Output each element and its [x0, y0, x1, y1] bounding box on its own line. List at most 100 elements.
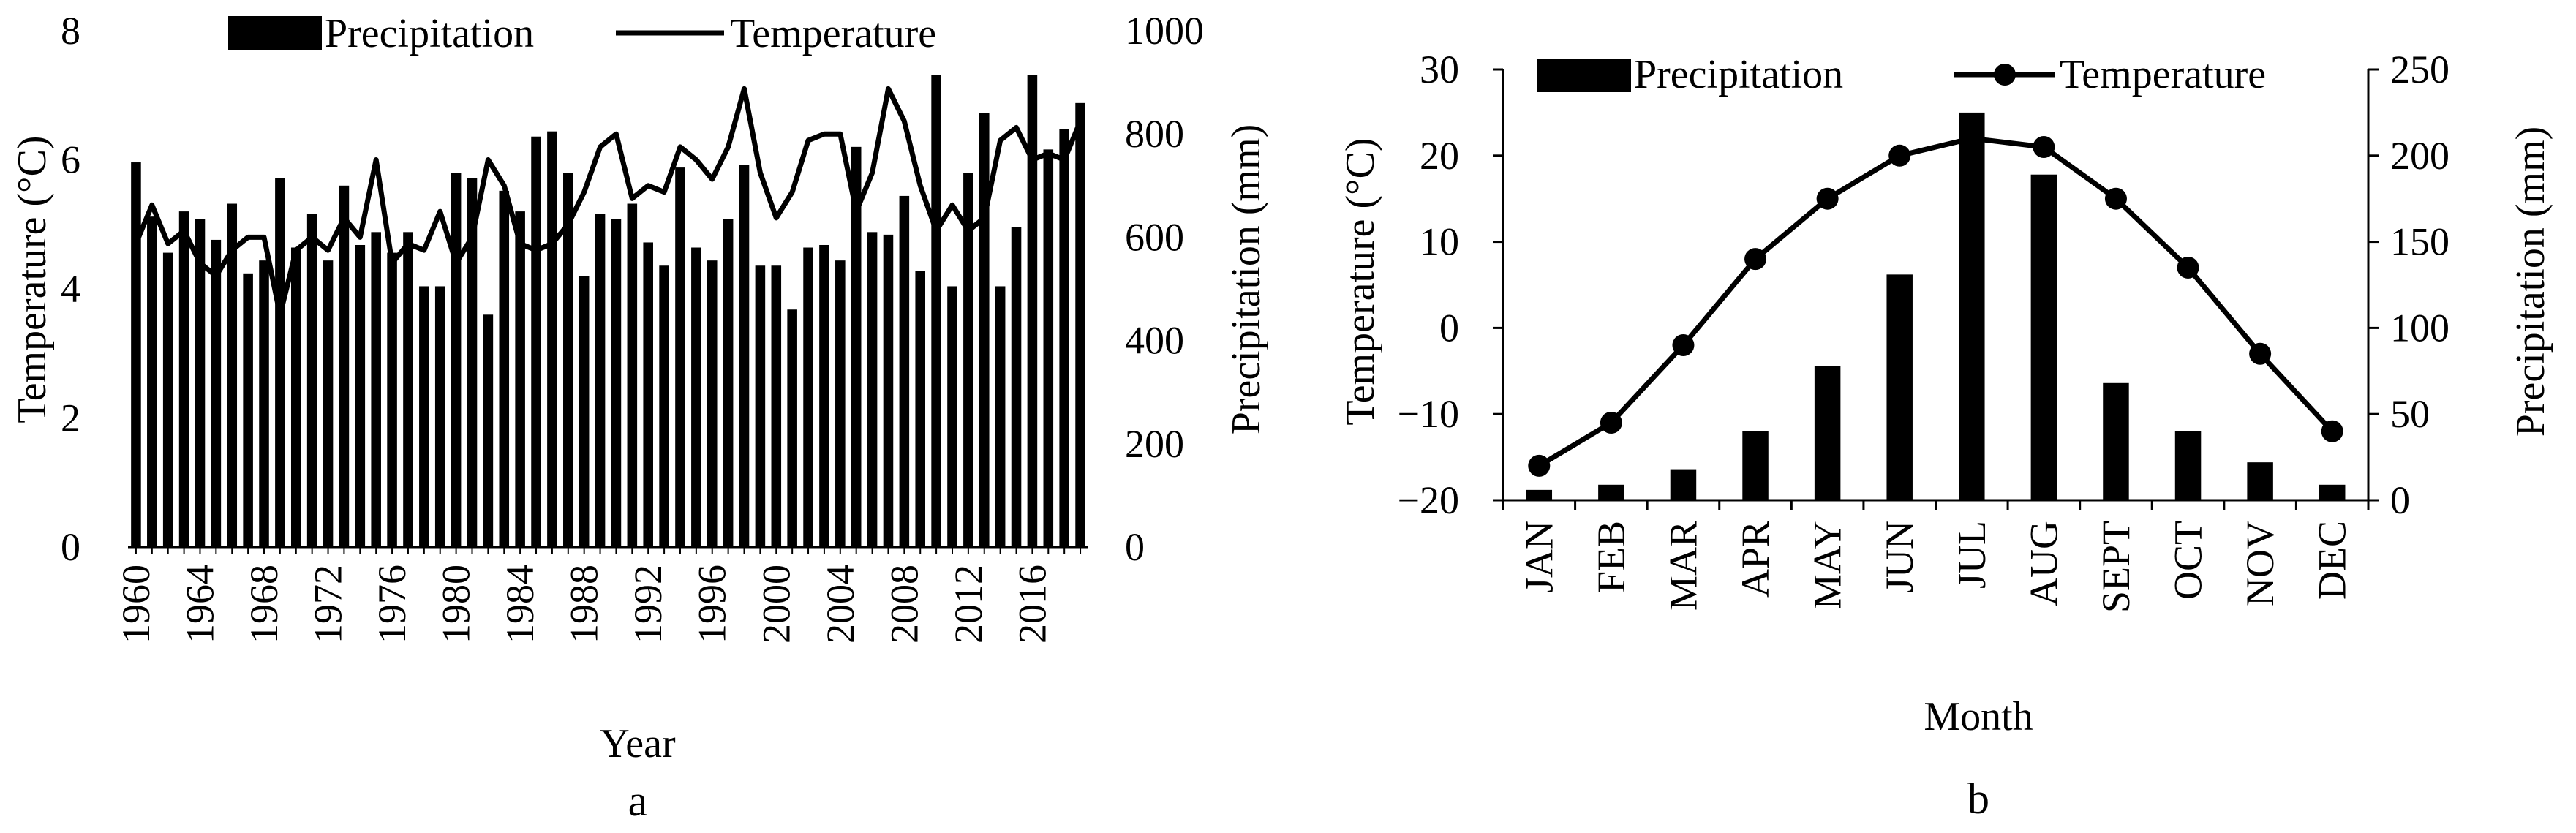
chart-a-bar-1974 — [355, 244, 366, 547]
chart-b-y-axis-left-label: Temperature (°C) — [1338, 137, 1383, 425]
chart-b-bar-apr — [1742, 431, 1769, 500]
chart-a-bar-1993 — [659, 265, 669, 547]
chart-a-right-tick-label: 800 — [1125, 112, 1184, 156]
chart-a-bar-1998 — [739, 165, 750, 547]
chart-a-bar-1966 — [227, 203, 238, 547]
chart-b-x-tick-label: JUL — [1950, 521, 1994, 589]
chart-a-bar-2005 — [851, 146, 862, 548]
chart-a-bar-1961 — [147, 216, 157, 547]
chart-b: Precipitation Temperature −20−100102030 … — [1338, 48, 2553, 823]
chart-b-right-tick-label: 150 — [2390, 220, 2449, 264]
chart-a-bar-1991 — [627, 203, 638, 547]
chart-b-bar-feb — [1598, 484, 1624, 500]
chart-b-right-tick-label: 100 — [2390, 306, 2449, 350]
chart-b-left-tick-label: 0 — [1439, 306, 1459, 350]
chart-a-bar-1970 — [290, 247, 301, 547]
chart-a-bar-1978 — [419, 286, 429, 547]
chart-a-bar-1983 — [499, 190, 510, 547]
chart-a-right-tick-label: 400 — [1125, 319, 1184, 363]
chart-a-bar-2015 — [1011, 227, 1022, 547]
chart-a-bar-1999 — [755, 265, 766, 547]
chart-b-temperature-markers — [1528, 127, 2343, 477]
chart-a-bar-1973 — [339, 185, 350, 548]
chart-a-bar-2017 — [1043, 149, 1054, 547]
chart-a-x-tick-label: 2008 — [882, 565, 926, 644]
chart-a-bar-1980 — [451, 173, 462, 547]
chart-a-bar-1975 — [371, 232, 381, 547]
chart-a-bar-2009 — [915, 271, 926, 547]
chart-a-y-axis-left-label: Temperature (°C) — [10, 135, 55, 423]
chart-a-bar-2007 — [883, 234, 894, 547]
chart-a-left-tick-label: 6 — [61, 138, 80, 182]
chart-b-point-mar — [1672, 333, 1695, 356]
chart-b-legend-temperature-marker — [1994, 64, 2016, 86]
chart-b-x-tick-label: FEB — [1589, 521, 1633, 593]
chart-a-bar-2004 — [835, 260, 846, 547]
chart-b-point-feb — [1600, 411, 1622, 434]
chart-a-x-tick-label: 1968 — [242, 565, 286, 644]
chart-a-bar-1977 — [403, 232, 413, 547]
chart-b-bar-sept — [2103, 382, 2129, 500]
chart-a-bar-1990 — [611, 219, 622, 547]
chart-a-bar-1994 — [675, 167, 685, 548]
chart-a-bar-2011 — [947, 286, 957, 547]
chart-b-y-axis-right-label: Precipitation (mm) — [2508, 127, 2553, 437]
chart-b-precipitation-bars — [1526, 112, 2346, 500]
chart-a-legend-temperature-label: Temperature — [730, 11, 936, 56]
chart-a-x-tick-labels: 1960 1964 1968 1972 1976 1980 1984 1988 1992 1996… — [114, 565, 1054, 644]
chart-b-right-tick-label: 0 — [2390, 478, 2410, 522]
chart-a-bar-2019 — [1075, 102, 1085, 548]
chart-a-x-tick-label: 2012 — [946, 565, 990, 644]
chart-b-point-jul — [1960, 127, 1983, 150]
chart-b-legend-temperature-label: Temperature — [2060, 52, 2266, 97]
chart-b-point-sept — [2104, 187, 2127, 210]
chart-a-bar-1987 — [563, 173, 573, 547]
chart-b-x-tick-label: JUN — [1878, 521, 1921, 593]
chart-a-x-tick-label: 2016 — [1010, 565, 1054, 644]
chart-b-bar-oct — [2174, 431, 2202, 500]
chart-b-left-tick-label: 10 — [1420, 220, 1459, 264]
chart-a-legend-precipitation-label: Precipitation — [325, 11, 534, 56]
chart-a-right-tick-labels: 0 200 400 600 800 1000 — [1125, 9, 1204, 569]
chart-b-x-tick-label: OCT — [2166, 521, 2210, 600]
chart-a-bar-2008 — [899, 195, 910, 547]
chart-a-bar-1989 — [595, 214, 606, 547]
chart-a-bar-2010 — [931, 75, 941, 547]
chart-a-bar-2014 — [995, 286, 1006, 547]
chart-a-bar-1984 — [515, 211, 525, 547]
chart-a-bar-1962 — [162, 252, 173, 547]
chart-b-right-tick-label: 50 — [2390, 392, 2430, 436]
chart-a-bar-1972 — [323, 260, 334, 547]
chart-a-left-tick-label: 8 — [61, 9, 80, 53]
chart-a-left-tick-label: 4 — [61, 267, 80, 311]
chart-a-bar-2013 — [979, 113, 990, 547]
chart-b-panel-label: b — [1967, 774, 1989, 823]
chart-a-x-tick-label: 1988 — [562, 565, 606, 644]
chart-a-bar-1963 — [178, 211, 189, 547]
chart-b-axis-ticks — [1493, 68, 2379, 510]
chart-b-x-tick-label: NOV — [2238, 521, 2282, 606]
chart-a-bar-1968 — [259, 260, 269, 547]
chart-a-bar-1976 — [387, 252, 397, 547]
chart-b-left-tick-labels: −20 −10 0 10 20 30 — [1398, 48, 1459, 522]
chart-b-bar-jul — [1959, 112, 1985, 500]
chart-a-temperature-line — [133, 86, 1083, 317]
chart-a-x-tick-label: 1984 — [498, 565, 542, 644]
chart-a-ticks — [135, 547, 1082, 554]
chart-a-bar-1985 — [531, 136, 541, 548]
chart-b-legend-precipitation-label: Precipitation — [1634, 52, 1843, 97]
chart-a-bar-1995 — [691, 247, 701, 547]
chart-a-bar-1997 — [723, 219, 734, 547]
chart-a-bar-2006 — [867, 232, 878, 547]
chart-b-left-tick-label: −20 — [1398, 478, 1459, 522]
chart-a-precipitation-bars — [131, 75, 1085, 548]
chart-a-x-tick-label: 1996 — [690, 565, 734, 644]
chart-a-bar-2016 — [1027, 75, 1038, 547]
chart-a-bar-1964 — [195, 219, 206, 547]
chart-a-bar-1960 — [131, 162, 141, 547]
chart-a-bar-1988 — [579, 276, 590, 547]
chart-a-x-axis-label: Year — [600, 721, 676, 766]
chart-b-left-tick-label: 30 — [1420, 48, 1459, 91]
chart-b-bar-jun — [1886, 274, 1913, 500]
